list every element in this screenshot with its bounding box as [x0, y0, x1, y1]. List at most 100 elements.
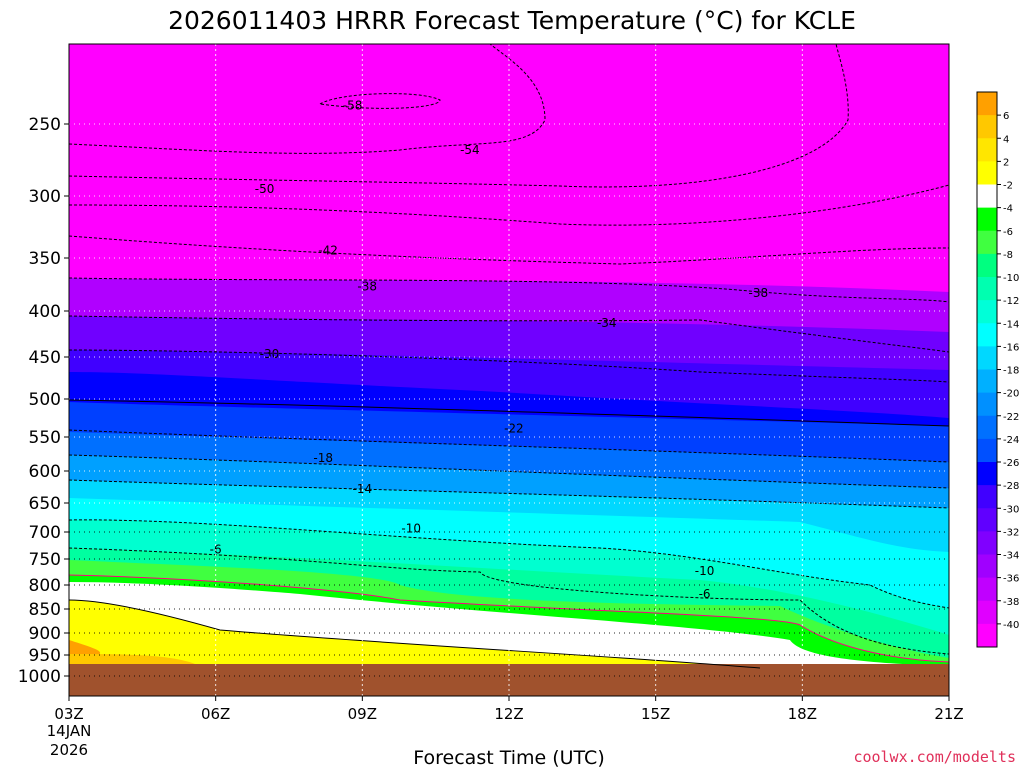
x-date-label-line2: 2026	[50, 741, 88, 759]
colorbar-label: -32	[1003, 527, 1019, 538]
contour-label: -22	[504, 422, 524, 436]
y-tick-label: 900	[29, 624, 61, 644]
colorbar-label: -36	[1003, 574, 1019, 585]
colorbar-label: -12	[1003, 296, 1019, 307]
contour-line-0	[69, 599, 761, 669]
colorbar-label: 2	[1003, 157, 1009, 168]
colorbar-label: -22	[1003, 412, 1019, 423]
contour-line-10	[69, 519, 949, 609]
x-axis-label: Forecast Time (UTC)	[413, 747, 604, 768]
colorbar-label: 6	[1003, 111, 1009, 122]
colorbar-label: -4	[1003, 204, 1013, 215]
y-tick-label: 650	[29, 494, 61, 514]
contour-line-30	[69, 349, 949, 383]
x-tick-label: 12Z	[494, 705, 523, 723]
colorbar-swatch	[977, 230, 997, 255]
y-tick-label: 700	[29, 523, 61, 543]
y-tick-label: 1000	[18, 667, 61, 687]
contour-label: -10	[695, 564, 715, 578]
colorbar-label: -24	[1003, 435, 1019, 446]
colorbar-swatch	[977, 369, 997, 394]
colorbar-swatch	[977, 115, 997, 139]
contour-line-34	[69, 315, 949, 353]
contour-label: -6	[699, 587, 711, 601]
contour-label: -34	[597, 316, 617, 330]
contour-line-46	[69, 184, 949, 226]
colorbar-swatch	[977, 300, 997, 324]
colorbar-swatch	[977, 253, 997, 278]
colorbar-swatch	[977, 415, 997, 440]
colorbar-swatch	[977, 277, 997, 301]
contour-label: -14	[353, 482, 373, 496]
colorbar-swatch	[977, 207, 997, 232]
x-date-label-line1: 14JAN	[47, 722, 92, 740]
x-tick-label: 21Z	[934, 705, 963, 723]
colorbar-swatch	[977, 138, 997, 162]
colorbar-label: -8	[1003, 250, 1013, 261]
y-axis: 250 300 350 400 450 500 550 600 650 700 750 800 850 9…	[18, 115, 69, 687]
contour-line-14	[69, 479, 949, 509]
contour-line-18	[69, 454, 949, 489]
x-tick-label: 03Z	[54, 705, 83, 723]
colorbar-swatch	[977, 554, 997, 579]
colorbar-label: -26	[1003, 458, 1019, 469]
colorbar-swatch	[977, 623, 997, 648]
colorbar-label: -38	[1003, 597, 1019, 608]
y-tick-label: 350	[29, 249, 61, 269]
contour-label: -30	[260, 347, 280, 361]
colorbar-label: -14	[1003, 319, 1019, 330]
colorbar-swatch	[977, 438, 997, 463]
contour-line-26	[69, 399, 949, 427]
colorbar-label: -6	[1003, 227, 1013, 238]
contour-label: -54	[460, 143, 480, 157]
credit-text: coolwx.com/modelts	[853, 748, 1016, 766]
contour-line-2	[69, 574, 949, 663]
contour-line-58	[318, 93, 441, 109]
colorbar-swatch	[977, 392, 997, 417]
colorbar: 6 4 2 -2 -4 -6 -8 -10 -12 -14 -16 -18 -20 -22 -24 -26 -2…	[976, 91, 1019, 648]
colorbar-swatch	[977, 600, 997, 625]
contour-line-42	[69, 235, 949, 265]
y-tick-label: 750	[29, 550, 61, 570]
colorbar-swatch	[977, 323, 997, 347]
grid-lines	[69, 44, 949, 696]
y-tick-label: 850	[29, 600, 61, 620]
chart-title: 2026011403 HRRR Forecast Temperature (°C…	[168, 6, 856, 35]
y-tick-label: 600	[29, 462, 61, 482]
contour-label: -18	[313, 451, 333, 465]
contour-label: -50	[255, 182, 275, 196]
y-tick-label: 400	[29, 302, 61, 322]
contour-label: -58	[343, 98, 363, 112]
contour-label: -38	[357, 280, 377, 294]
colorbar-label: -20	[1003, 389, 1019, 400]
y-tick-label: 300	[29, 187, 61, 207]
x-axis: 03Z 06Z 09Z 12Z 15Z 18Z 21Z	[54, 696, 964, 723]
contour-label: -10	[401, 522, 421, 536]
y-tick-label: 500	[29, 390, 61, 410]
contour-line-22	[69, 429, 949, 463]
colorbar-label: -2	[1003, 181, 1013, 192]
band-orange-low	[69, 654, 195, 664]
contour-line-6	[69, 547, 949, 655]
colorbar-label: -34	[1003, 551, 1019, 562]
colorbar-swatch	[977, 531, 997, 555]
x-tick-label: 06Z	[201, 705, 230, 723]
contour-lines	[69, 44, 949, 669]
y-tick-label: 550	[29, 428, 61, 448]
y-tick-label: 800	[29, 576, 61, 596]
colorbar-swatch	[977, 92, 997, 116]
contour-label: -42	[318, 244, 338, 258]
colorbar-label: 4	[1003, 134, 1009, 145]
colorbar-swatch	[977, 462, 997, 486]
colorbar-label: -16	[1003, 342, 1019, 353]
y-tick-label: 450	[29, 348, 61, 368]
y-tick-label: 250	[29, 115, 61, 135]
colorbar-label: -40	[1003, 620, 1019, 631]
colorbar-label: -10	[1003, 273, 1019, 284]
colorbar-swatch	[977, 485, 997, 509]
colorbar-swatch	[977, 577, 997, 602]
y-tick-label: 950	[29, 646, 61, 666]
contour-line-50	[69, 44, 849, 188]
colorbar-label: -18	[1003, 366, 1019, 377]
